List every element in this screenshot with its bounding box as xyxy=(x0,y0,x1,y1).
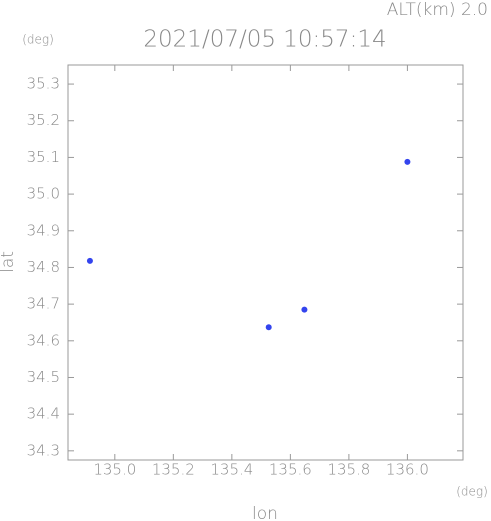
x-tick-label: 135.8 xyxy=(327,461,370,479)
x-tick-label: 135.4 xyxy=(210,461,253,479)
echo-point xyxy=(86,257,93,264)
y-tick-label: 34.7 xyxy=(27,295,60,313)
echo-point xyxy=(404,158,411,165)
y-tick-label: 34.9 xyxy=(27,221,60,239)
x-axis-label: lon xyxy=(252,504,278,521)
echo-point xyxy=(265,324,272,331)
y-tick-label: 34.4 xyxy=(27,405,60,423)
y-tick-label: 35.1 xyxy=(27,148,60,166)
y-tick-label: 34.5 xyxy=(27,368,60,386)
echo-point xyxy=(301,306,308,313)
x-tick-label: 136.0 xyxy=(386,461,429,479)
chart-title: 2021/07/05 10:57:14 xyxy=(143,27,386,53)
plot-frame xyxy=(67,64,464,461)
y-axis-label: lat xyxy=(0,251,18,273)
altitude-label: ALT(km) 2.0 xyxy=(387,0,488,20)
y-tick-label: 34.3 xyxy=(27,441,60,459)
x-unit: (deg) xyxy=(456,485,488,499)
y-tick-label: 35.3 xyxy=(27,75,60,93)
y-unit: (deg) xyxy=(22,33,54,47)
y-tick-label: 35.0 xyxy=(27,185,60,203)
x-tick-label: 135.0 xyxy=(93,461,136,479)
x-tick-label: 135.2 xyxy=(152,461,195,479)
x-tick-label: 135.6 xyxy=(269,461,312,479)
y-tick-label: 35.2 xyxy=(27,111,60,129)
y-tick-label: 34.6 xyxy=(27,331,60,349)
y-tick-label: 34.8 xyxy=(27,258,60,276)
